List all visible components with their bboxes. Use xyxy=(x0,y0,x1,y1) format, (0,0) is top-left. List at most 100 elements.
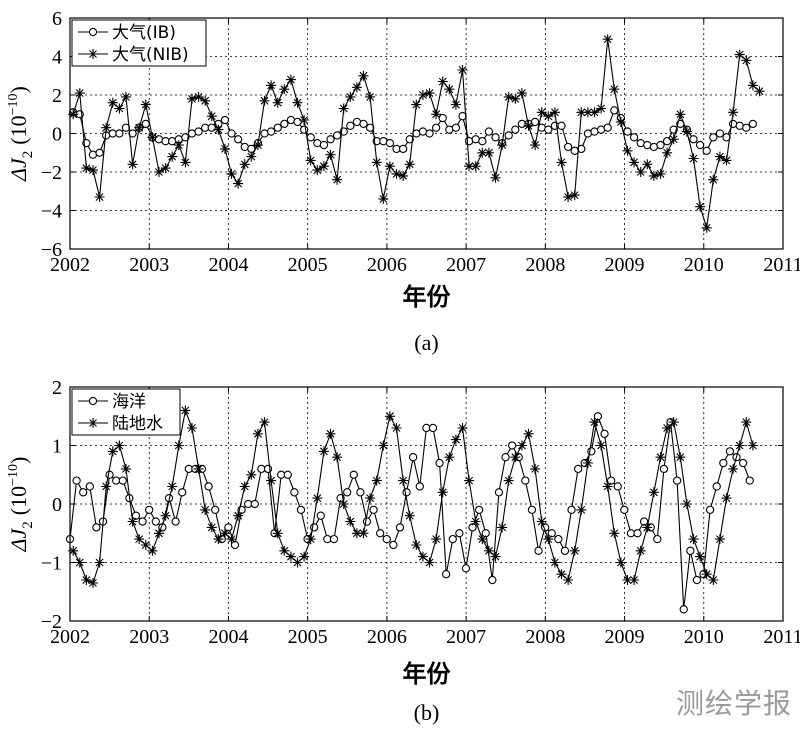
star-marker xyxy=(325,149,336,160)
star-marker xyxy=(615,117,626,127)
star-marker xyxy=(675,452,686,463)
circle-marker xyxy=(557,121,566,130)
star-marker xyxy=(384,161,395,172)
star-marker xyxy=(358,528,369,539)
star-marker xyxy=(609,528,620,539)
star-marker xyxy=(648,487,659,498)
plot-frame xyxy=(69,17,784,250)
circle-marker xyxy=(745,476,754,485)
star-marker xyxy=(549,557,560,568)
star-marker xyxy=(589,417,600,428)
star-marker xyxy=(464,161,475,172)
star-marker xyxy=(206,111,217,122)
star-marker xyxy=(81,575,92,585)
star-marker xyxy=(503,475,514,486)
star-marker xyxy=(721,493,732,504)
star-marker xyxy=(695,201,706,212)
star-marker xyxy=(173,440,184,451)
circle-marker xyxy=(603,123,612,132)
legend: 大气(IB)大气(NIB) xyxy=(71,19,207,67)
star-marker xyxy=(167,151,178,162)
star-marker xyxy=(596,440,607,451)
circle-marker xyxy=(224,523,233,532)
star-marker xyxy=(81,163,92,174)
star-marker xyxy=(721,155,732,166)
circle-marker xyxy=(504,131,513,140)
star-marker xyxy=(569,190,580,201)
circle-marker xyxy=(85,482,94,491)
star-marker xyxy=(121,91,131,102)
legend-label: 大气(IB) xyxy=(112,23,176,43)
star-marker xyxy=(417,90,428,100)
star-marker xyxy=(266,80,277,91)
legend-star-marker xyxy=(88,418,98,428)
star-marker xyxy=(497,522,508,533)
circle-marker xyxy=(230,540,240,550)
star-marker xyxy=(305,534,316,545)
star-marker xyxy=(88,165,98,176)
star-marker xyxy=(655,168,666,179)
circle-marker xyxy=(593,412,603,421)
star-marker xyxy=(318,446,329,457)
star-marker xyxy=(140,99,151,110)
star-marker xyxy=(68,109,79,120)
star-marker xyxy=(384,411,395,422)
y-tick-label: 4 xyxy=(52,47,62,69)
circle-marker xyxy=(405,135,414,144)
star-marker xyxy=(325,428,336,439)
circle-marker xyxy=(128,129,137,138)
star-marker xyxy=(279,84,290,95)
circle-marker xyxy=(554,534,563,544)
star-marker xyxy=(252,140,263,151)
star-marker xyxy=(259,417,270,428)
star-marker xyxy=(187,423,197,433)
circle-marker xyxy=(72,476,81,485)
circle-marker xyxy=(689,135,698,144)
star-marker xyxy=(582,107,593,118)
star-marker xyxy=(688,153,699,164)
star-marker xyxy=(622,145,633,156)
circle-marker xyxy=(639,517,649,526)
circle-marker xyxy=(679,605,688,614)
star-marker xyxy=(490,551,501,562)
circle-marker xyxy=(738,458,748,468)
star-marker xyxy=(662,147,673,158)
circle-marker xyxy=(613,482,622,491)
circle-marker xyxy=(560,546,570,555)
circle-marker xyxy=(425,129,434,138)
star-marker xyxy=(193,463,204,474)
circle-marker xyxy=(359,119,368,129)
star-marker xyxy=(734,49,745,60)
star-marker xyxy=(444,452,455,463)
star-marker xyxy=(68,545,79,556)
star-marker xyxy=(173,140,184,151)
circle-marker xyxy=(319,140,329,150)
star-marker xyxy=(483,147,494,158)
circle-marker xyxy=(742,123,751,132)
circle-marker xyxy=(610,106,619,115)
star-marker xyxy=(549,107,560,118)
plot-frame xyxy=(69,386,784,622)
star-marker xyxy=(576,504,587,515)
star-marker xyxy=(576,107,587,118)
circle-marker xyxy=(653,534,662,544)
circle-marker xyxy=(438,113,447,123)
star-marker xyxy=(648,170,659,181)
circle-marker xyxy=(326,135,335,144)
circle-marker xyxy=(600,429,609,438)
circle-marker xyxy=(395,523,405,532)
star-marker xyxy=(94,192,105,202)
star-marker xyxy=(483,545,494,556)
star-marker xyxy=(160,510,171,521)
circle-marker xyxy=(376,529,385,538)
circle-marker xyxy=(709,133,718,142)
star-marker xyxy=(114,103,125,114)
circle-marker xyxy=(151,517,160,526)
star-marker xyxy=(747,440,758,451)
circle-marker xyxy=(207,123,216,132)
circle-marker xyxy=(92,523,101,532)
star-marker xyxy=(444,84,455,95)
x-tick-label: 2007 xyxy=(446,626,486,648)
